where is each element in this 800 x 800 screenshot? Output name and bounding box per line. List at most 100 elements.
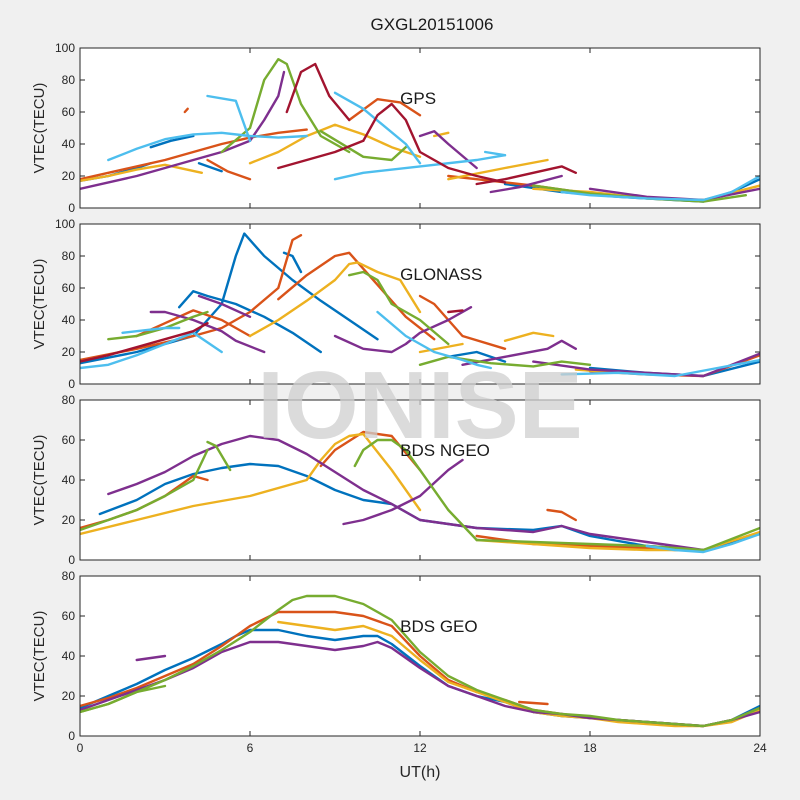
series-line-11 <box>206 440 232 472</box>
plot-area <box>80 48 760 208</box>
series-line-3 <box>518 700 549 706</box>
series-line-19 <box>532 352 760 378</box>
series-line-15 <box>149 310 266 354</box>
y-tick-label: 80 <box>62 393 76 407</box>
series-line-18 <box>461 339 577 366</box>
x-tick-label: 6 <box>247 741 254 755</box>
series-line-11 <box>248 261 422 338</box>
series-line-9 <box>342 458 464 526</box>
y-tick-label: 40 <box>62 473 76 487</box>
series-line-16 <box>197 294 252 318</box>
panel-annotation: BDS GEO <box>400 617 477 636</box>
y-axis-label: VTEC(TECU) <box>31 259 48 350</box>
series-line-4 <box>197 161 223 173</box>
y-tick-label: 80 <box>62 249 76 263</box>
series-line-30 <box>362 102 507 184</box>
series-line-22 <box>107 131 308 162</box>
y-tick-label: 20 <box>62 345 76 359</box>
series-line-17 <box>333 306 473 354</box>
series-line-5 <box>135 654 167 662</box>
y-tick-label: 20 <box>62 513 76 527</box>
series-line-5 <box>80 128 308 181</box>
series-line-11 <box>248 123 422 165</box>
series-line-8 <box>80 594 760 728</box>
series-group <box>80 594 760 728</box>
y-tick-label: 0 <box>68 729 75 743</box>
y-tick-label: 60 <box>62 433 76 447</box>
series-line-7 <box>206 158 252 181</box>
series-line-23 <box>206 94 252 143</box>
series-line-8 <box>107 434 705 552</box>
series-line-26 <box>484 150 507 157</box>
watermark: IONISE <box>257 352 582 459</box>
series-line-24 <box>121 326 181 334</box>
x-tick-label: 12 <box>413 741 427 755</box>
series-line-5 <box>546 508 577 522</box>
series-line-25 <box>376 310 492 370</box>
series-line-27 <box>80 322 209 363</box>
series-line-19 <box>220 58 351 154</box>
series-line-12 <box>353 438 478 542</box>
y-axis-label: VTEC(TECU) <box>31 435 48 526</box>
subplot-2: 0 20 40 60 80 100 VTEC(TECU) GLONASS <box>31 217 761 391</box>
series-line-23 <box>80 331 223 370</box>
y-tick-label: 80 <box>62 569 76 583</box>
y-tick-label: 60 <box>62 281 76 295</box>
y-tick-label: 0 <box>68 201 75 215</box>
y-tick-label: 60 <box>62 609 76 623</box>
series-group <box>80 232 760 378</box>
series-line-6 <box>80 432 422 536</box>
series-line-21 <box>348 270 450 346</box>
y-tick-label: 40 <box>62 313 76 327</box>
series-line-20 <box>319 129 407 162</box>
series-line-25 <box>333 153 507 181</box>
y-axis-label: VTEC(TECU) <box>31 611 48 702</box>
series-line-22 <box>418 355 592 368</box>
series-line-10 <box>80 163 204 183</box>
subplot-3: 0 20 40 60 80 VTEC(TECU) BDS NGEO <box>31 393 761 567</box>
y-tick-label: 100 <box>55 41 75 55</box>
series-group <box>80 430 760 554</box>
panel-annotation: GPS <box>400 89 436 108</box>
series-line-8 <box>183 107 189 114</box>
series-line-14 <box>645 532 760 554</box>
series-line-26 <box>560 358 760 378</box>
series-line-8 <box>277 251 436 341</box>
series-line-2 <box>177 290 322 354</box>
panel-annotation: GLONASS <box>400 265 482 284</box>
y-tick-label: 40 <box>62 649 76 663</box>
y-tick-label: 100 <box>55 217 75 231</box>
y-tick-label: 80 <box>62 73 76 87</box>
y-tick-label: 60 <box>62 105 76 119</box>
series-line-28 <box>447 309 464 314</box>
subplot-4: 0 20 40 60 80 0 6 12 18 24 VTEC(TECU) BDS GEO <box>31 569 767 755</box>
series-line-24 <box>333 91 422 165</box>
series-line-6 <box>80 233 303 362</box>
series-line-4 <box>277 620 760 728</box>
series-line-28 <box>277 139 365 170</box>
x-tick-label: 18 <box>583 741 597 755</box>
series-line-3 <box>149 134 195 149</box>
series-line-1 <box>98 462 760 552</box>
series-line-7 <box>135 309 252 338</box>
series-line-15 <box>80 70 286 191</box>
series-line-17 <box>489 174 563 194</box>
series-line-10 <box>80 448 209 532</box>
x-tick-label: 24 <box>753 741 767 755</box>
y-tick-label: 0 <box>68 377 75 391</box>
y-tick-label: 20 <box>62 689 76 703</box>
chart-title: GXGL20151006 <box>371 15 494 34</box>
series-line-29 <box>285 62 351 122</box>
subplot-1: 0 20 40 60 80 100 VTEC(TECU) GPS <box>31 41 761 215</box>
series-line-13 <box>447 158 549 181</box>
series-line-13 <box>503 331 555 342</box>
x-tick-label: 0 <box>77 741 84 755</box>
y-tick-label: 40 <box>62 137 76 151</box>
series-line-13 <box>475 526 760 552</box>
y-tick-label: 0 <box>68 553 75 567</box>
x-axis-label: UT(h) <box>400 764 441 781</box>
series-line-16 <box>418 129 478 170</box>
